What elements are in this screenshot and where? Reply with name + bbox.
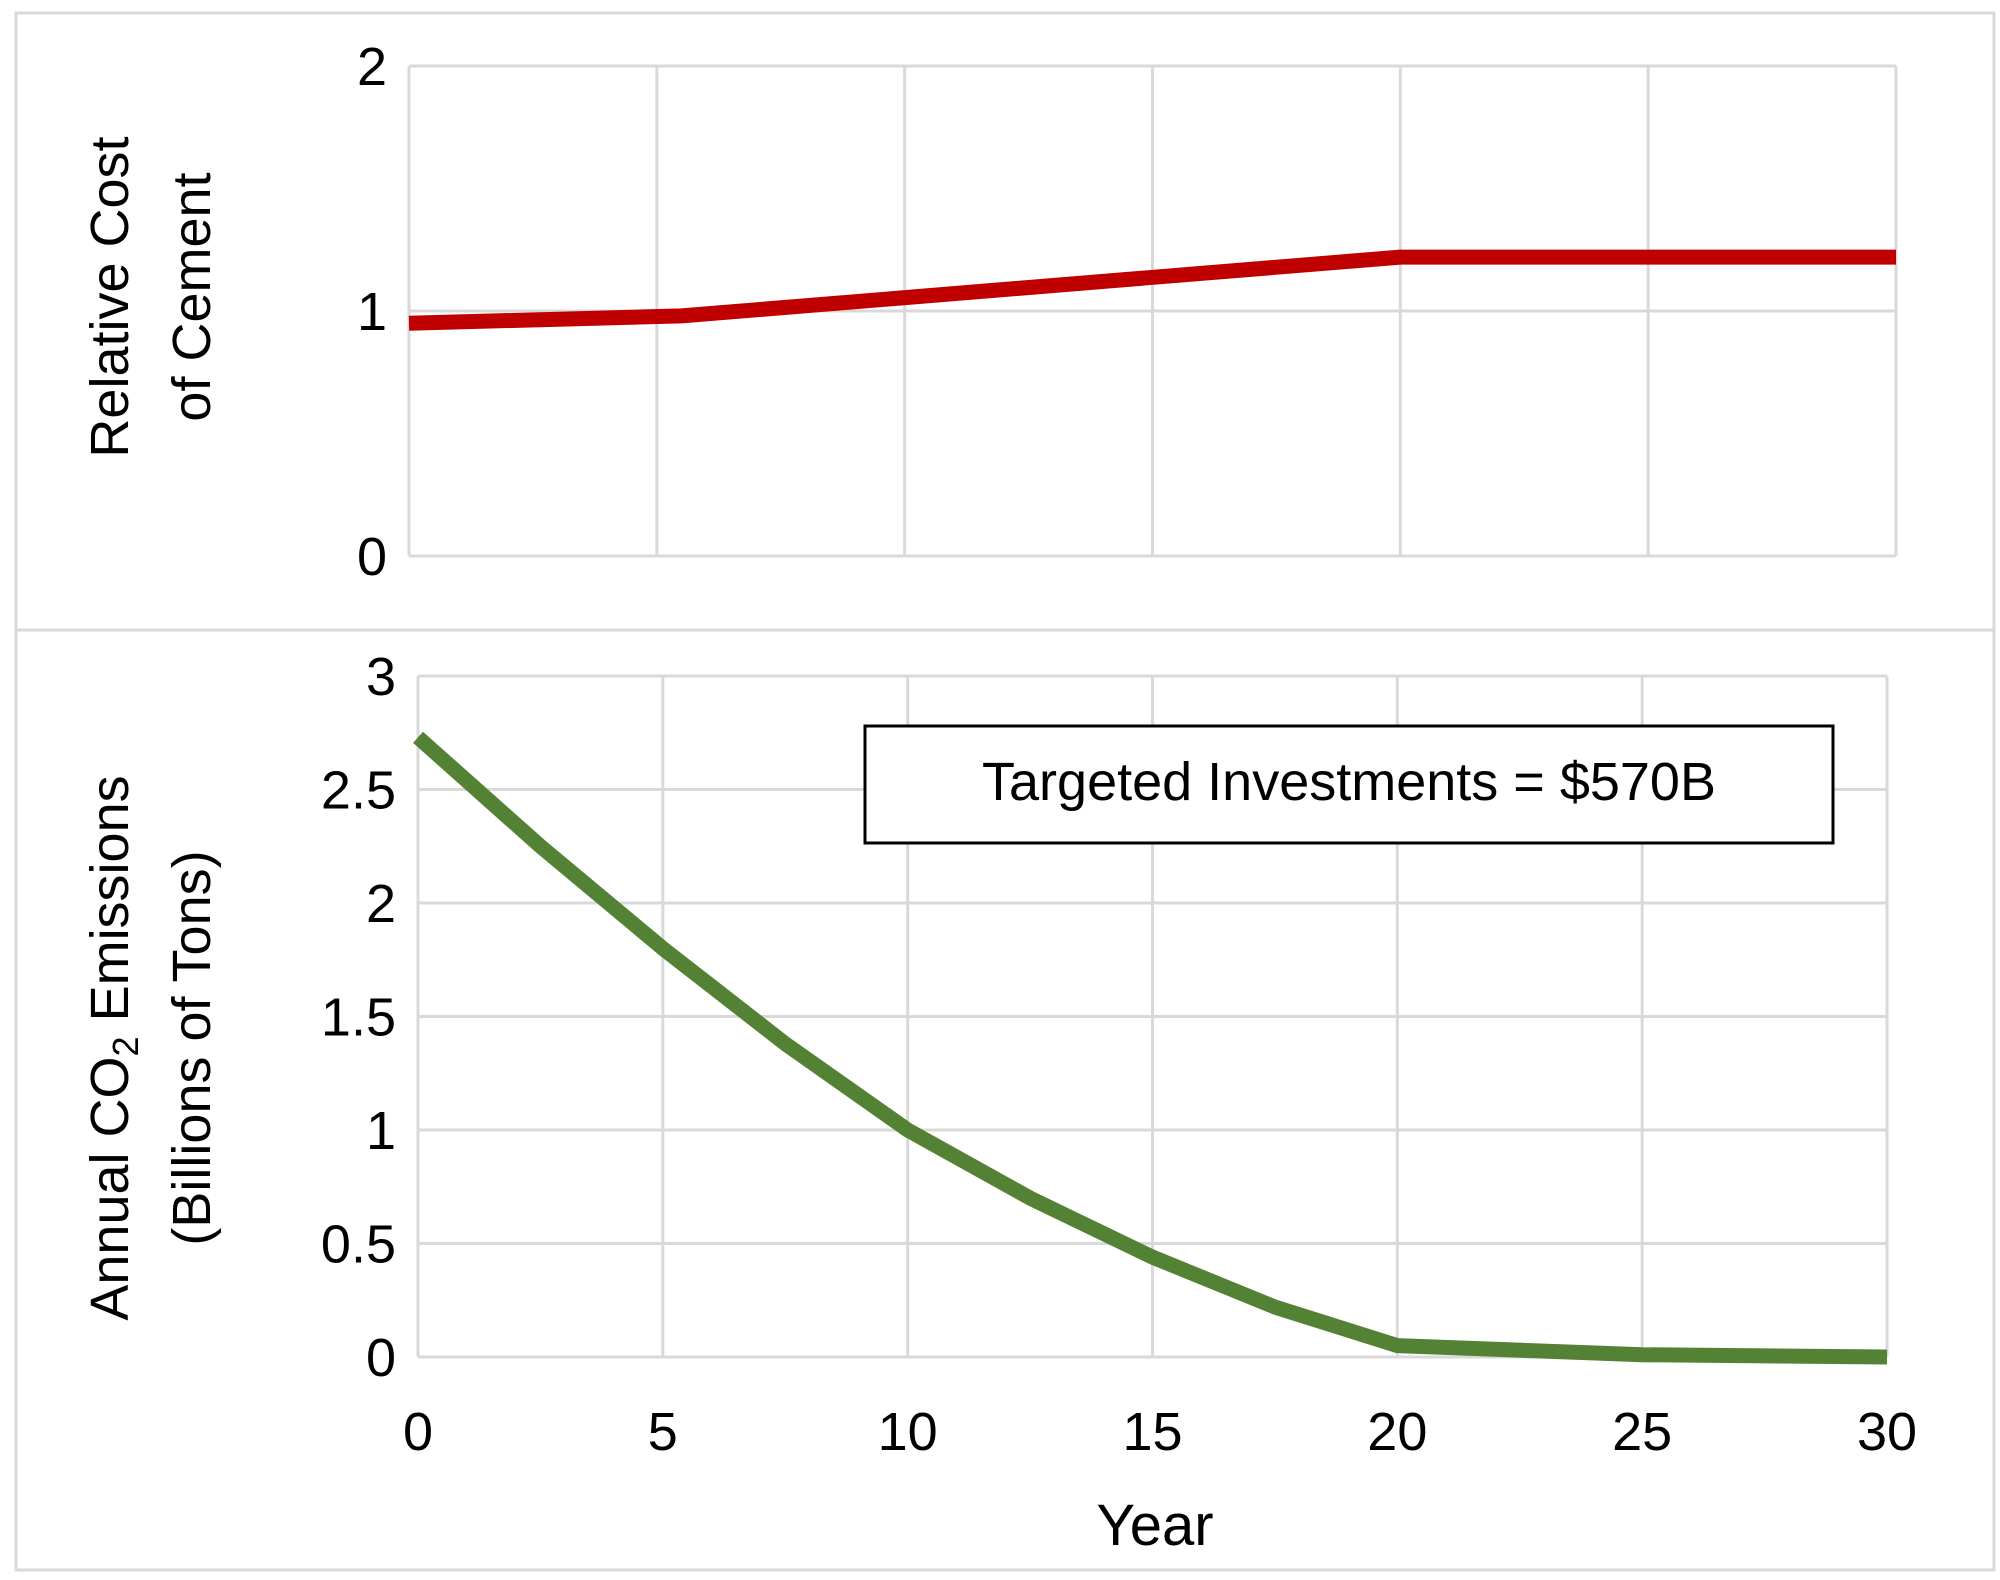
annotation-border xyxy=(863,724,1835,845)
bottom-panel-frame xyxy=(14,628,1996,1572)
bottom-y-label-line2: (Billions of Tons) xyxy=(162,850,222,1245)
x-tick-label: 10 xyxy=(878,1402,938,1462)
cement-cost-chart: 0 1 2 Relative Cost of Cement xyxy=(80,37,1898,587)
co2-emissions-chart: 00.511.522.53 0 5 10 15 20 25 30 Annual CO2 Em… xyxy=(80,647,1917,1558)
y-tick-label: 1.5 xyxy=(321,988,396,1048)
y-tick-label: 0 xyxy=(366,1328,396,1388)
x-tick-label: 15 xyxy=(1122,1402,1182,1462)
bottom-chart-x-axis-label: Year xyxy=(1096,1493,1213,1558)
y-tick-label: 1 xyxy=(366,1101,396,1161)
y-tick-label: 2 xyxy=(357,37,387,97)
y-label-post: Emissions xyxy=(80,775,140,1036)
x-tick-label: 5 xyxy=(648,1402,678,1462)
y-label-sub: 2 xyxy=(105,1036,146,1056)
top-chart-series xyxy=(408,249,1896,331)
y-tick-label: 2.5 xyxy=(321,761,396,821)
top-chart-y-axis-label-2: of Cement xyxy=(162,172,222,421)
top-y-label-line1: Relative Cost xyxy=(80,136,140,457)
bottom-chart-y-tick-labels: 0 0.5 1 1.5 2 2.5 3 xyxy=(321,647,396,1388)
y-tick-label: 0 xyxy=(357,527,387,587)
top-panel-frame xyxy=(14,11,1996,632)
annotation-box: Targeted Investments = $570B xyxy=(863,724,1835,845)
top-chart-y-axis-label: Relative Cost xyxy=(80,136,140,457)
bottom-chart-y-axis-label-2: (Billions of Tons) xyxy=(162,850,222,1245)
y-label-pre: Annual CO xyxy=(80,1056,140,1320)
x-tick-label: 0 xyxy=(403,1402,433,1462)
y-tick-label: 0.5 xyxy=(321,1215,396,1275)
x-tick-label: 25 xyxy=(1612,1402,1672,1462)
series-line xyxy=(413,731,1888,1365)
top-y-label-line2: of Cement xyxy=(162,172,222,421)
series-line xyxy=(408,249,1896,331)
bottom-chart-x-tick-labels: 0 5 10 15 20 25 30 xyxy=(403,1402,1917,1462)
y-tick-label: 1 xyxy=(357,282,387,342)
bottom-chart-series xyxy=(413,731,1888,1365)
bottom-chart-y-axis-label: Annual CO2 Emissions xyxy=(80,775,146,1320)
top-chart-y-tick-labels: 0 1 2 xyxy=(357,37,387,587)
x-tick-label: 20 xyxy=(1367,1402,1427,1462)
y-tick-label: 3 xyxy=(366,647,396,707)
y-tick-label: 2 xyxy=(366,874,396,934)
x-tick-label: 30 xyxy=(1857,1402,1917,1462)
annotation-text: Targeted Investments = $570B xyxy=(982,752,1716,812)
